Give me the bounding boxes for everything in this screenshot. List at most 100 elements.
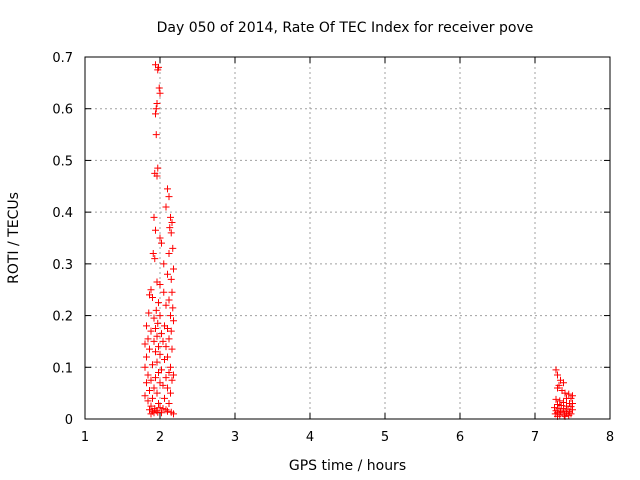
data-point bbox=[563, 394, 570, 402]
data-point bbox=[561, 389, 569, 397]
data-point bbox=[161, 356, 168, 364]
grid bbox=[85, 57, 610, 419]
data-point bbox=[152, 348, 159, 356]
data-point bbox=[165, 193, 173, 201]
data-point bbox=[167, 213, 174, 221]
data-point bbox=[170, 410, 177, 418]
data-point bbox=[147, 327, 155, 335]
data-point bbox=[152, 105, 160, 113]
data-point bbox=[552, 366, 560, 374]
data-point bbox=[153, 358, 161, 366]
data-point bbox=[168, 376, 176, 384]
data-point bbox=[166, 224, 174, 232]
data-point bbox=[152, 226, 159, 234]
data-point bbox=[167, 327, 175, 335]
data-point bbox=[565, 411, 573, 419]
data-point bbox=[165, 399, 173, 407]
data-point bbox=[162, 374, 170, 382]
x-axis-label: GPS time / hours bbox=[289, 458, 406, 474]
data-point bbox=[158, 330, 165, 338]
data-point bbox=[565, 390, 573, 398]
y-tick-label: 0.7 bbox=[52, 51, 73, 66]
data-point bbox=[164, 384, 171, 392]
data-point bbox=[167, 312, 174, 320]
data-point bbox=[147, 402, 155, 410]
data-point bbox=[149, 394, 156, 402]
data-point bbox=[143, 379, 150, 387]
y-tick-label: 0.3 bbox=[52, 258, 73, 273]
data-point bbox=[153, 389, 161, 397]
data-point bbox=[152, 374, 159, 382]
data-point bbox=[154, 164, 162, 172]
data-point bbox=[145, 309, 153, 317]
x-tick-label: 6 bbox=[456, 430, 464, 445]
data-point bbox=[159, 381, 167, 389]
data-point bbox=[146, 345, 153, 353]
data-point bbox=[149, 250, 157, 258]
x-tick-label: 5 bbox=[381, 430, 389, 445]
data-point bbox=[170, 265, 177, 273]
data-point bbox=[556, 397, 564, 405]
data-point bbox=[162, 406, 170, 414]
y-tick-label: 0 bbox=[65, 413, 73, 428]
data-point bbox=[155, 399, 162, 407]
data-point bbox=[168, 288, 176, 296]
data-point bbox=[167, 275, 175, 283]
data-point bbox=[156, 350, 164, 358]
data-point bbox=[164, 270, 171, 278]
data-point bbox=[155, 343, 162, 351]
data-point bbox=[164, 325, 171, 332]
x-tick-label: 1 bbox=[81, 430, 89, 445]
data-point bbox=[158, 239, 165, 247]
data-point bbox=[554, 384, 561, 392]
data-point bbox=[156, 89, 164, 97]
data-point bbox=[165, 296, 173, 304]
data-point bbox=[156, 404, 164, 412]
data-point bbox=[167, 363, 174, 371]
data-point bbox=[168, 345, 176, 353]
data-point bbox=[141, 392, 149, 400]
data-point bbox=[147, 286, 155, 294]
data-point bbox=[153, 100, 161, 108]
data-point bbox=[144, 371, 152, 379]
data-point bbox=[162, 203, 170, 211]
data-point bbox=[162, 343, 170, 351]
data-point bbox=[159, 337, 167, 345]
data-point bbox=[165, 368, 173, 376]
data-point bbox=[150, 337, 158, 345]
data-point bbox=[154, 319, 162, 327]
data-point bbox=[154, 66, 162, 74]
data-point bbox=[150, 213, 158, 221]
data-point bbox=[164, 407, 171, 415]
data-point bbox=[156, 312, 164, 320]
data-point bbox=[155, 368, 162, 376]
data-point bbox=[151, 255, 159, 263]
data-point bbox=[159, 405, 167, 413]
data-point bbox=[144, 397, 152, 405]
chart-title: Day 050 of 2014, Rate Of TEC Index for r… bbox=[157, 20, 534, 36]
data-point bbox=[551, 404, 558, 412]
y-tick-label: 0.4 bbox=[52, 206, 73, 221]
data-point bbox=[152, 110, 159, 118]
data-point bbox=[168, 218, 176, 226]
data-points bbox=[141, 61, 576, 420]
data-point bbox=[167, 389, 174, 397]
y-tick-label: 0.2 bbox=[52, 310, 73, 325]
data-point bbox=[170, 317, 177, 325]
data-point bbox=[170, 371, 177, 379]
y-tick-label: 0.1 bbox=[52, 361, 73, 376]
data-point bbox=[150, 384, 158, 392]
data-point bbox=[146, 406, 153, 414]
x-tick-label: 8 bbox=[606, 430, 614, 445]
data-point bbox=[156, 234, 164, 242]
data-point bbox=[153, 278, 161, 286]
plot-frame bbox=[84, 56, 611, 420]
data-point bbox=[147, 410, 155, 418]
data-point bbox=[161, 394, 168, 402]
data-point bbox=[152, 306, 160, 314]
data-point bbox=[153, 172, 161, 180]
x-tick-label: 7 bbox=[531, 430, 539, 445]
data-point bbox=[165, 250, 173, 258]
y-tick-label: 0.6 bbox=[52, 103, 73, 118]
